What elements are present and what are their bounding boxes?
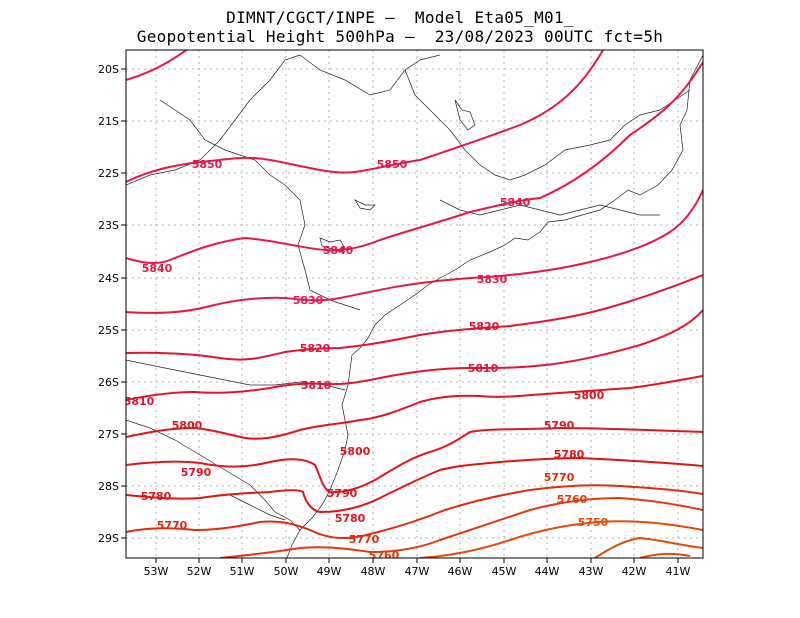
contour-label: 5800	[574, 389, 605, 402]
contour-line	[126, 50, 189, 81]
state-border	[439, 199, 660, 216]
contour-label: 5830	[293, 294, 324, 307]
x-tick-label: 51W	[230, 565, 255, 578]
contour-label: 5800	[172, 419, 203, 432]
title-line-2: Geopotential Height 500hPa – 23/08/2023 …	[136, 27, 664, 46]
x-tick-label: 41W	[666, 565, 691, 578]
contour-label: 5780	[554, 448, 585, 461]
contour-line	[419, 520, 703, 558]
y-tick-label: 20S	[98, 63, 119, 76]
contour-label: 5820	[300, 342, 331, 355]
x-tick-label: 47W	[405, 565, 430, 578]
contour-label: 5810	[468, 362, 499, 375]
contour-label: 5840	[500, 196, 531, 209]
x-tick-label: 48W	[361, 565, 386, 578]
state-border	[229, 494, 286, 521]
y-tick-labels: 20S 21S 22S 23S 24S 25S 26S 27S 28S 29S	[98, 63, 119, 545]
contour-label: 5840	[323, 244, 354, 257]
coastline-and-borders	[126, 54, 703, 558]
state-border	[404, 69, 691, 181]
y-tick-label: 28S	[98, 480, 119, 493]
contour-line	[126, 426, 703, 494]
tick-marks	[121, 68, 679, 563]
y-tick-label: 23S	[98, 219, 119, 232]
x-tick-label: 42W	[622, 565, 647, 578]
contour-label: 5750	[578, 516, 609, 529]
contour-line	[639, 552, 691, 558]
y-tick-label: 26S	[98, 376, 119, 389]
title-line-1: DIMNT/CGCT/INPE – Model Eta05_M01_	[226, 8, 574, 27]
x-tick-label: 45W	[492, 565, 517, 578]
x-tick-label: 46W	[448, 565, 473, 578]
contour-line	[126, 274, 703, 361]
state-border	[299, 54, 441, 96]
x-tick-label: 43W	[579, 565, 604, 578]
contour-line	[126, 61, 703, 265]
y-tick-label: 21S	[98, 115, 119, 128]
x-tick-label: 44W	[535, 565, 560, 578]
contour-label: 5850	[192, 158, 223, 171]
y-tick-label: 22S	[98, 167, 119, 180]
contour-label: 5840	[142, 262, 173, 275]
state-border	[159, 99, 361, 311]
contour-label: 5790	[181, 466, 212, 479]
contour-label: 5810	[124, 395, 155, 408]
contour-label: 5760	[369, 549, 400, 562]
contour-label: 5800	[340, 445, 371, 458]
contour-line	[126, 484, 703, 540]
contours	[126, 50, 703, 558]
contour-label: 5820	[469, 320, 500, 333]
x-tick-labels: 53W 52W 51W 50W 49W 48W 47W 46W 45W 44W …	[144, 565, 691, 578]
contour-label: 5770	[349, 533, 380, 546]
reservoir	[354, 199, 376, 211]
y-tick-label: 24S	[98, 272, 119, 285]
y-tick-label: 25S	[98, 324, 119, 337]
state-border	[126, 54, 301, 186]
contour-label: 5850	[377, 158, 408, 171]
contour-line	[126, 189, 703, 314]
plot-frame	[125, 49, 704, 559]
contour-label: 5780	[141, 490, 172, 503]
contour-label: 5770	[544, 471, 575, 484]
reservoir	[454, 99, 476, 131]
reservoir	[319, 237, 346, 251]
contour-label: 5790	[327, 487, 358, 500]
contour-line	[594, 536, 703, 558]
contour-line	[126, 309, 703, 401]
contour-label: 5780	[335, 512, 366, 525]
contour-label: 5770	[157, 519, 188, 532]
x-tick-label: 52W	[187, 565, 212, 578]
contour-label: 5790	[544, 419, 575, 432]
grid	[126, 50, 703, 558]
contour-line	[219, 496, 703, 558]
y-tick-label: 29S	[98, 532, 119, 545]
contour-line	[126, 375, 703, 440]
contour-label: 5760	[557, 493, 588, 506]
x-tick-label: 49W	[317, 565, 342, 578]
contour-line	[126, 50, 604, 183]
state-border	[126, 419, 301, 531]
contour-label: 5810	[301, 379, 332, 392]
y-tick-label: 27S	[98, 428, 119, 441]
contour-labels: 5850 5850 5840 5840 5840 5830 5830 5820 …	[124, 158, 609, 562]
contour-label: 5830	[477, 273, 508, 286]
contour-line	[126, 456, 703, 514]
x-tick-label: 50W	[274, 565, 299, 578]
x-tick-label: 53W	[144, 565, 169, 578]
